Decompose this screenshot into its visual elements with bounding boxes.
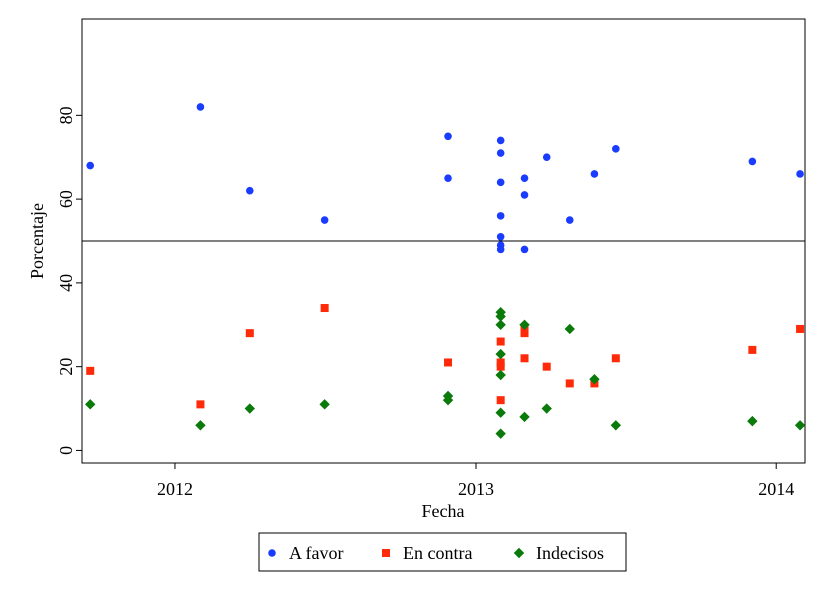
point-a-favor: [320, 216, 329, 224]
y-tick-label: 40: [56, 274, 76, 292]
point-a-favor: [496, 233, 505, 241]
x-tick-label: 2012: [157, 479, 193, 499]
point-indecisos: [495, 311, 506, 322]
point-indecisos: [794, 420, 806, 431]
point-a-favor: [86, 161, 95, 170]
point-indecisos: [519, 411, 530, 423]
point-indecisos: [495, 348, 506, 360]
point-a-favor: [565, 216, 574, 224]
legend: A favor En contra Indecisos: [258, 532, 627, 572]
point-indecisos: [610, 420, 622, 431]
x-axis-label: Fecha: [422, 501, 465, 521]
point-en-contra: [444, 358, 453, 367]
point-indecisos: [541, 403, 552, 414]
point-en-contra: [320, 304, 329, 313]
point-en-contra: [565, 379, 574, 388]
legend-marker-en-contra: [382, 549, 390, 557]
legend-marker-indecisos: [513, 547, 525, 559]
point-a-favor: [542, 153, 551, 162]
y-axis-label: Porcentaje: [27, 203, 47, 279]
point-indecisos: [495, 407, 506, 418]
y-tick-label: 0: [56, 446, 76, 455]
point-a-favor: [496, 212, 505, 220]
x-tick-label: 2014: [758, 479, 794, 499]
x-tick-label: 2013: [458, 479, 494, 499]
point-en-contra: [611, 354, 620, 363]
point-indecisos: [85, 399, 96, 410]
point-en-contra: [542, 362, 551, 371]
point-en-contra: [496, 362, 505, 371]
point-a-favor: [520, 191, 529, 199]
point-a-favor: [612, 145, 620, 153]
point-indecisos: [442, 394, 454, 406]
y-axis: 0 20 40 60 80: [56, 106, 82, 455]
point-a-favor: [496, 149, 505, 157]
data-points: [85, 103, 806, 439]
point-en-contra: [196, 400, 205, 409]
point-a-favor: [496, 178, 505, 187]
legend-label-en-contra: En contra: [403, 543, 472, 563]
point-a-favor: [590, 170, 599, 178]
point-en-contra: [86, 366, 95, 375]
point-indecisos: [195, 420, 206, 431]
point-en-contra: [496, 358, 505, 367]
point-a-favor: [520, 174, 529, 182]
point-en-contra: [796, 324, 805, 333]
point-indecisos: [244, 403, 255, 414]
point-a-favor: [245, 186, 254, 195]
point-a-favor: [520, 245, 529, 254]
y-tick-label: 80: [56, 106, 76, 124]
point-indecisos: [495, 369, 506, 381]
point-a-favor: [796, 170, 804, 178]
point-indecisos: [495, 319, 506, 330]
point-a-favor: [748, 157, 757, 166]
point-indecisos: [564, 323, 575, 335]
point-a-favor: [496, 245, 505, 254]
point-en-contra: [520, 354, 529, 363]
legend-marker-a-favor: [268, 549, 276, 557]
point-indecisos: [589, 374, 600, 385]
y-tick-label: 60: [56, 190, 76, 208]
point-en-contra: [748, 345, 757, 354]
legend-label-a-favor: A favor: [289, 543, 343, 563]
point-a-favor: [496, 136, 505, 145]
point-a-favor: [196, 103, 205, 111]
point-en-contra: [496, 396, 505, 405]
point-indecisos: [519, 319, 530, 330]
x-axis: 2012 2013 2014: [157, 463, 794, 499]
point-a-favor: [444, 132, 452, 141]
point-en-contra: [520, 329, 529, 338]
y-tick-label: 20: [56, 358, 76, 376]
legend-label-indecisos: Indecisos: [536, 543, 604, 563]
point-indecisos: [747, 415, 758, 427]
point-indecisos: [319, 399, 330, 410]
point-en-contra: [496, 337, 505, 346]
legend-box: [258, 532, 627, 572]
point-en-contra: [245, 329, 254, 338]
point-a-favor: [444, 174, 452, 182]
point-indecisos: [495, 428, 506, 439]
